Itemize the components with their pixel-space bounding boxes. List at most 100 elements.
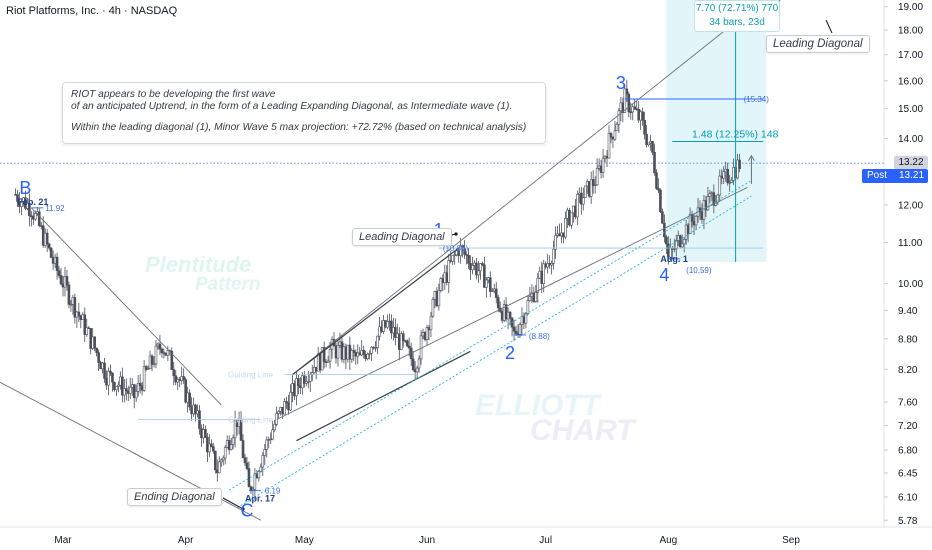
projection-line-2: 34 bars, 23d (709, 17, 765, 28)
candle-body (146, 368, 150, 370)
channel-dotted-lower[interactable] (236, 195, 752, 509)
level-date-label: Apr. 17 (245, 494, 275, 504)
candle-body (581, 197, 585, 205)
candle-body (128, 386, 132, 394)
candle-body (366, 353, 369, 360)
leading-diagonal-lower-line[interactable] (276, 186, 748, 420)
candle-body (453, 254, 456, 256)
ending-diagonal-callout[interactable]: Ending Diagonal (127, 488, 222, 506)
candle-body (524, 313, 528, 324)
candle-body (243, 457, 247, 464)
candle-body (647, 142, 650, 146)
x-tick-label: May (295, 535, 314, 546)
candle-body (718, 175, 722, 196)
candle-body (172, 369, 176, 377)
note-line-3: Within the leading diagonal (1), Minor W… (71, 122, 527, 133)
y-tick-label: 16.00 (898, 76, 923, 87)
note-line-1: RIOT appears to be developing the first … (71, 89, 276, 100)
candle-body (303, 375, 306, 384)
candle-body (625, 88, 629, 95)
channel-dotted-upper[interactable] (228, 180, 752, 491)
leading-diagonal-outer-callout[interactable]: Leading Diagonal (766, 35, 870, 53)
wave1-upper-line[interactable] (292, 247, 460, 376)
wave1-lower-line[interactable] (296, 350, 471, 442)
candle-body (607, 133, 611, 159)
candle-body (253, 473, 257, 490)
callout-pointer-dot (454, 232, 458, 236)
wave-label-2: 2 (505, 343, 515, 363)
x-tick-label: Jun (419, 535, 435, 546)
candle-body (219, 459, 223, 463)
candle-body (415, 367, 419, 373)
level-value-label: 11.92 (45, 204, 65, 213)
candle-body (459, 245, 462, 257)
candle-body (570, 212, 573, 226)
candle-body (95, 347, 98, 353)
candle-body (633, 106, 637, 110)
candle-body (494, 288, 498, 298)
candle-body (496, 297, 500, 309)
candle-body (362, 350, 365, 355)
candle-body (111, 372, 114, 383)
leading-diagonal-upper-line[interactable] (292, 0, 764, 375)
candle-body (37, 211, 41, 226)
candle-body (615, 123, 619, 132)
analysis-note[interactable]: RIOT appears to be developing the first … (62, 82, 546, 144)
candle-body (477, 270, 480, 276)
candle-body (374, 347, 377, 349)
candle-body (439, 278, 443, 291)
candle-body (682, 238, 686, 245)
candle-body (49, 247, 53, 258)
candle-body (150, 355, 154, 365)
candle-body (307, 381, 310, 383)
candle-body (55, 256, 59, 271)
y-tick-label: 10.00 (898, 279, 923, 290)
candle-body (489, 277, 492, 292)
note-line-2: of an anticipated Uptrend, in the form o… (71, 101, 513, 112)
y-tick-label: 7.20 (898, 421, 918, 432)
candle-body (138, 382, 142, 387)
candle-body (322, 347, 326, 363)
candle-body (295, 378, 298, 397)
candle-body (152, 363, 156, 365)
measure-arrow-head (748, 154, 755, 161)
post-price: 13.21 (899, 170, 925, 181)
ending-diagonal-upper-line[interactable] (31, 207, 222, 406)
candle-body (214, 450, 217, 471)
candle-body (370, 346, 373, 354)
x-tick-label: Apr (178, 535, 194, 546)
candle-body (643, 119, 646, 135)
target-measure-label: 1.48 (12.25%) 148 (692, 129, 779, 141)
candle-body (239, 419, 243, 441)
y-tick-label: 14.00 (898, 134, 923, 145)
candle-body (508, 311, 512, 319)
leading-diagonal-callout[interactable]: Leading Diagonal (352, 228, 452, 246)
candle-body (629, 111, 633, 113)
y-tick-label: 9.40 (898, 306, 918, 317)
candle-body (706, 196, 710, 211)
wave-label-4: 4 (659, 265, 669, 285)
candle-body (471, 265, 474, 271)
candle-body (467, 255, 470, 264)
candle-body (390, 320, 393, 334)
y-tick-label: 19.00 (898, 2, 923, 13)
candle-body (623, 88, 627, 113)
level-value-label: (15.34) (744, 95, 770, 104)
projection-box[interactable]: 7.70 (72.71%) 770 34 bars, 23d (694, 0, 780, 32)
candle-body (451, 255, 455, 262)
candle-body (47, 243, 51, 249)
candle-body (285, 401, 288, 404)
level-value-label: (10.59) (686, 266, 712, 275)
candle-body (223, 447, 227, 459)
candle-body (368, 353, 371, 355)
candle-body (34, 213, 37, 220)
candle-body (326, 360, 330, 363)
candle-body (663, 222, 666, 238)
candle-body (158, 343, 162, 350)
y-tick-label: 8.80 (898, 334, 918, 345)
candle-body (653, 151, 656, 174)
candle-body (425, 327, 429, 340)
candle-body (69, 304, 73, 306)
candle-body (113, 381, 116, 390)
